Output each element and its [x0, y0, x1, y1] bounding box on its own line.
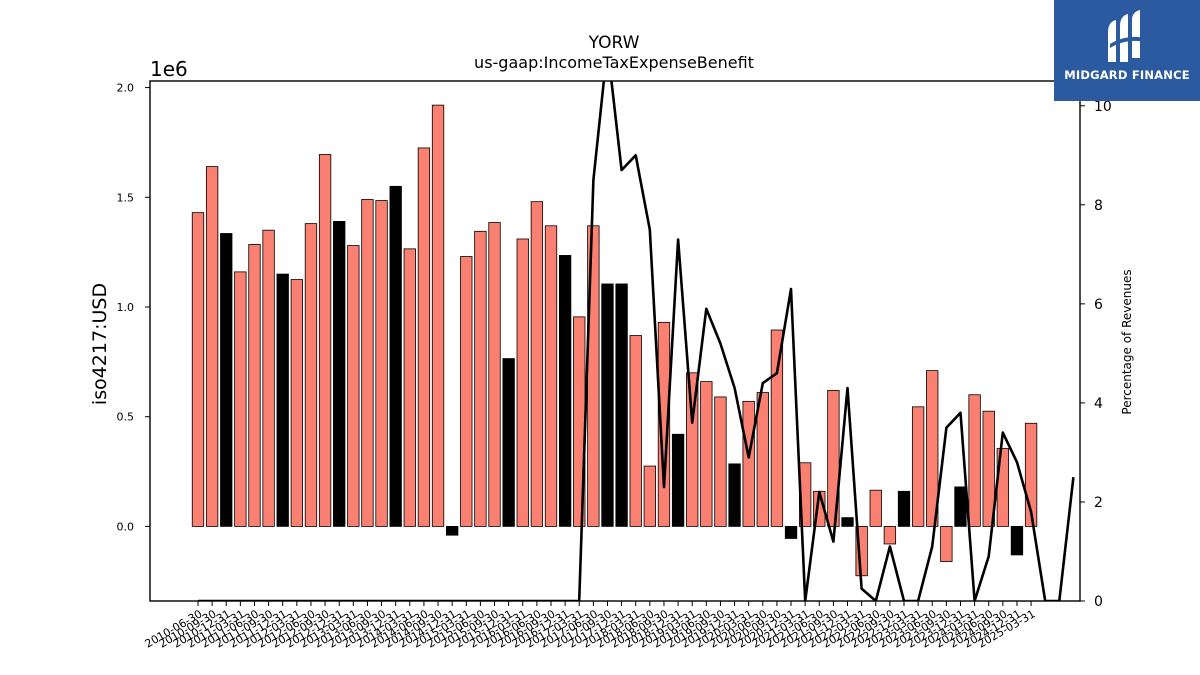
bars-layer	[191, 104, 1038, 577]
y2-tick-label: 0	[1094, 594, 1103, 610]
bar	[643, 465, 656, 527]
bar	[375, 200, 388, 527]
bar	[784, 526, 798, 539]
bar	[347, 245, 360, 527]
bar	[431, 104, 445, 527]
y2-tick-label: 10	[1094, 99, 1112, 115]
bar	[516, 238, 529, 527]
y2-tick-label: 6	[1094, 297, 1103, 313]
bar	[686, 372, 699, 527]
midgard-logo-icon	[1108, 10, 1146, 62]
bar	[290, 279, 303, 527]
bar	[530, 201, 544, 527]
bar	[276, 273, 289, 527]
bar	[770, 329, 784, 527]
bar	[756, 392, 769, 527]
bar	[262, 229, 275, 527]
x-axis: 2010-06-302010-09-302010-12-312011-03-31…	[143, 601, 1038, 651]
bar	[827, 389, 840, 527]
bar	[474, 230, 487, 527]
y-tick-label: 2.0	[117, 82, 135, 95]
brand-name: MIDGARD FINANCE	[1064, 68, 1190, 82]
bar	[742, 400, 755, 527]
bar	[601, 283, 614, 527]
bar	[883, 526, 897, 545]
bar	[911, 406, 925, 527]
y-exponent-label: 1e6	[150, 57, 188, 81]
bar	[671, 433, 685, 527]
bar	[389, 185, 402, 527]
bar	[318, 154, 332, 527]
y2-tick-label: 8	[1094, 198, 1103, 214]
bar	[629, 335, 642, 527]
bar	[502, 358, 515, 527]
y-tick-label: 0.5	[117, 411, 135, 424]
y2-tick-label: 2	[1094, 495, 1103, 511]
y-axis-label: iso4217:USD	[89, 283, 111, 405]
plot-frame	[149, 80, 1081, 602]
bar	[1024, 422, 1038, 527]
y-tick-label: 0.0	[117, 520, 135, 533]
bar	[657, 321, 671, 527]
y-tick-label: 1.5	[117, 191, 135, 204]
bar	[333, 221, 346, 527]
bar	[558, 255, 572, 527]
bar	[982, 410, 995, 527]
bar	[968, 394, 981, 527]
pct-revenue-line	[198, 81, 1075, 601]
bar	[897, 490, 911, 527]
bar	[220, 233, 233, 527]
bar	[361, 199, 374, 527]
bar	[841, 517, 854, 527]
bar	[460, 256, 473, 527]
chart-title: YORW	[588, 33, 640, 53]
bar	[954, 486, 967, 527]
bar	[304, 223, 318, 527]
chart-subtitle: us-gaap:IncomeTaxExpenseBenefit	[474, 53, 754, 72]
bar	[940, 526, 953, 562]
y2-axis: 0 2 4 6 8 10	[1080, 99, 1112, 610]
bar	[544, 225, 558, 527]
midgard-finance-logo: MIDGARD FINANCE	[1054, 0, 1200, 101]
bar	[234, 271, 247, 527]
y-tick-label: 1.0	[117, 301, 135, 314]
bar	[1010, 526, 1024, 556]
y2-tick-label: 4	[1094, 396, 1103, 412]
pct-revenue-line-layer	[198, 81, 1075, 601]
bar	[248, 244, 261, 527]
bar	[926, 370, 939, 527]
bar	[403, 248, 416, 527]
bar	[446, 526, 459, 536]
bar	[417, 147, 431, 527]
bar	[714, 396, 727, 527]
y2-axis-label: Percentage of Revenues	[1120, 269, 1134, 414]
bar	[728, 463, 741, 527]
y-axis: 0.0 0.5 1.0 1.5 2.0	[117, 82, 150, 533]
bar	[700, 381, 713, 527]
bar	[615, 283, 628, 527]
bar	[205, 166, 219, 527]
bar	[869, 489, 882, 527]
bar	[488, 222, 501, 527]
bar	[191, 212, 205, 527]
